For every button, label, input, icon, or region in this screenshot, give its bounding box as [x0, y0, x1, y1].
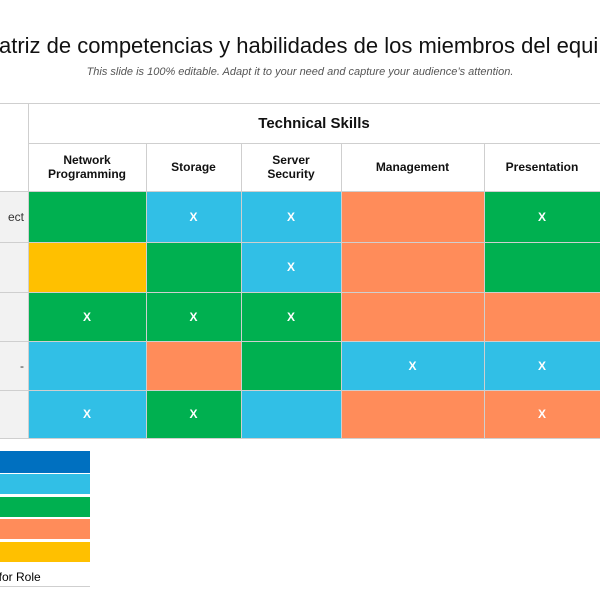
skills-matrix: Technical Skills Network Programming Stora… [0, 103, 600, 439]
matrix-cell [28, 242, 146, 292]
column-header: Management [375, 160, 450, 174]
grid-line [341, 143, 342, 438]
row-label [0, 242, 28, 292]
legend-swatch [0, 519, 90, 539]
matrix-cell [28, 292, 146, 341]
matrix-cell [341, 242, 484, 292]
legend-divider [0, 586, 90, 587]
slide-subtitle: This slide is 100% editable. Adapt it to… [86, 66, 514, 78]
legend-swatch [0, 497, 90, 517]
matrix-cell [484, 292, 600, 341]
row-label: ect [0, 191, 28, 242]
row-label [0, 292, 28, 341]
skill-mark: X [189, 407, 198, 421]
skill-mark: X [82, 407, 91, 421]
column-header: Presentation [505, 160, 579, 174]
grid-line [0, 438, 600, 439]
grid-line [0, 292, 600, 293]
legend-role-label: al for Role [0, 570, 41, 584]
skill-mark: X [286, 209, 295, 224]
grid-line [146, 143, 147, 438]
slide-title: atriz de competencias y habilidades de l… [0, 33, 599, 58]
skill-mark: X [537, 209, 546, 224]
skill-mark: X [189, 309, 198, 324]
grid-line [0, 242, 600, 243]
matrix-cell [341, 390, 484, 438]
column-header: Storage [171, 160, 216, 174]
grid-line [28, 143, 600, 144]
column-header: Server Security [267, 153, 315, 181]
matrix-cell [484, 242, 600, 292]
skill-mark: X [286, 309, 295, 324]
grid-line [0, 103, 600, 104]
matrix-cell [146, 390, 241, 438]
matrix-cell [484, 191, 600, 242]
matrix-cell [28, 191, 146, 242]
grid-line [0, 390, 600, 391]
matrix-cell [241, 390, 341, 438]
matrix-cell [341, 191, 484, 242]
row-label: - [0, 341, 28, 390]
matrix-cell [146, 341, 241, 390]
skill-mark: X [537, 407, 546, 421]
row-label [0, 390, 28, 438]
matrix-cell [146, 242, 241, 292]
matrix-cell [341, 292, 484, 341]
grid-line [0, 191, 600, 192]
grid-line [241, 143, 242, 438]
technical-skills-header: Technical Skills [258, 114, 370, 132]
legend-swatch [0, 474, 90, 494]
matrix-cell [241, 292, 341, 341]
skill-mark: X [189, 209, 198, 224]
grid-line [28, 103, 29, 438]
legend-swatch [0, 542, 90, 562]
skill-mark: X [82, 309, 91, 324]
grid-line [0, 341, 600, 342]
grid-line [484, 143, 485, 438]
matrix-cell [241, 341, 341, 390]
skill-mark: X [537, 358, 546, 373]
legend-swatch [0, 451, 90, 473]
skill-mark: X [408, 358, 417, 373]
matrix-cell [28, 341, 146, 390]
matrix-cell [484, 341, 600, 390]
matrix-cell [28, 390, 146, 438]
matrix-cell [241, 242, 341, 292]
matrix-cell [146, 292, 241, 341]
matrix-cell [146, 191, 241, 242]
matrix-cell [484, 390, 600, 438]
column-header: Network Programming [47, 153, 126, 181]
matrix-cell [241, 191, 341, 242]
matrix-cell [341, 341, 484, 390]
skill-mark: X [286, 260, 295, 274]
